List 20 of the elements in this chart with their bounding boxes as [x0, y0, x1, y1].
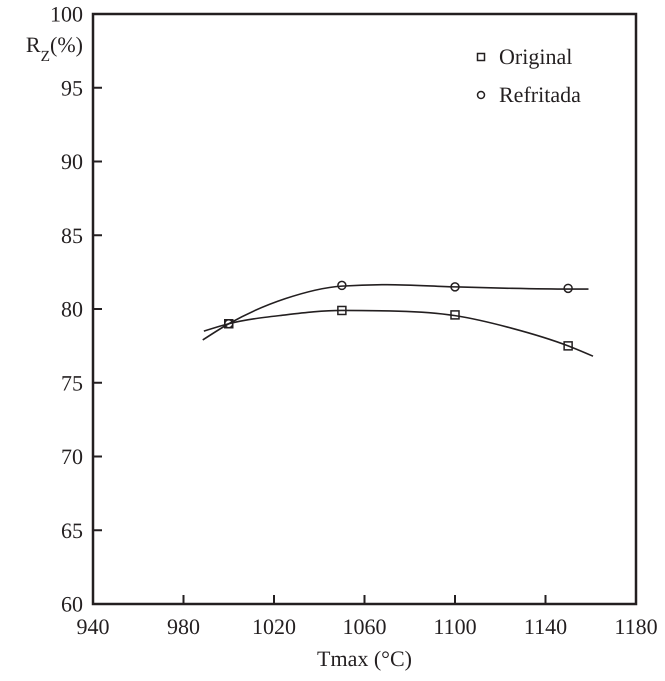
- x-tick-label: 1060: [342, 614, 386, 639]
- x-tick-label: 1140: [524, 614, 568, 639]
- x-tick-label: 940: [76, 614, 110, 639]
- y-tick-label: 100: [50, 2, 83, 27]
- x-tick-label: 1100: [433, 614, 477, 639]
- y-tick-label: 90: [61, 149, 83, 174]
- legend-label: Refritada: [499, 82, 582, 107]
- y-tick-label: 70: [61, 444, 83, 470]
- y-axis-title: R$_{Z}$(%): [26, 32, 83, 64]
- x-tick-label: 980: [167, 614, 200, 639]
- y-tick-label: 80: [61, 296, 83, 322]
- y-tick-label: 75: [61, 370, 83, 396]
- y-tick-label: 95: [61, 75, 83, 100]
- y-tick-label: 60: [61, 592, 83, 617]
- x-tick-label: 1020: [252, 614, 296, 639]
- x-tick-label: 1180: [614, 614, 658, 639]
- legend-label: Original: [499, 44, 572, 69]
- y-tick-label: 65: [61, 518, 83, 543]
- x-axis-title: Tmax (°C): [317, 646, 412, 671]
- y-tick-label: 85: [61, 222, 83, 248]
